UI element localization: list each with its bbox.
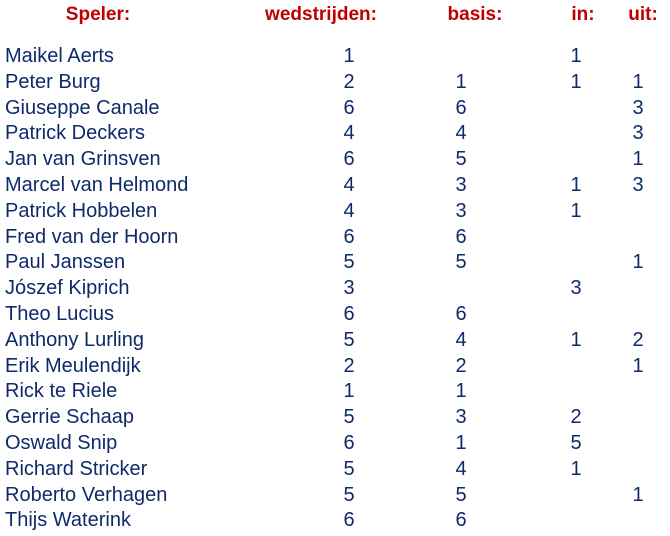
cell-in: 1 [570, 174, 582, 196]
player-name: Thijs Waterink [5, 509, 131, 532]
cell-basis: 6 [455, 225, 467, 248]
cell-basis: 1 [455, 432, 467, 454]
cell-basis: 2 [455, 354, 467, 377]
cell-in: 1 [570, 199, 582, 222]
cell-basis: 1 [455, 70, 467, 93]
cell-wedstrijden: 4 [343, 174, 355, 196]
header-wedstrijden: wedstrijden: [265, 4, 377, 25]
table-row: Fred van der Hoorn 6 6 [0, 226, 670, 252]
header-basis: basis: [447, 4, 503, 25]
table-row: Jószef Kiprich 3 3 [0, 277, 670, 303]
table-row: Roberto Verhagen 5 5 1 [0, 484, 670, 510]
cell-basis: 5 [455, 483, 467, 506]
player-name: Rick te Riele [5, 380, 118, 403]
table-row: Patrick Deckers 4 4 3 [0, 122, 670, 148]
cell-uit: 3 [632, 122, 644, 145]
table-row: Marcel van Helmond 4 3 1 3 [0, 174, 670, 200]
cell-uit: 1 [632, 70, 644, 93]
cell-basis: 3 [455, 406, 467, 429]
table-row: Oswald Snip 6 1 5 [0, 432, 670, 458]
table-row: Maikel Aerts 1 1 [0, 45, 670, 71]
cell-wedstrijden: 5 [343, 328, 355, 351]
cell-uit: 3 [632, 96, 644, 119]
cell-wedstrijden: 1 [343, 380, 355, 403]
cell-basis: 4 [455, 457, 467, 480]
cell-in: 1 [570, 457, 582, 480]
cell-in: 3 [570, 277, 582, 300]
player-name: Patrick Deckers [5, 122, 146, 145]
table-row: Erik Meulendijk 2 2 1 [0, 355, 670, 381]
cell-in: 1 [570, 328, 582, 351]
table-row: Paul Janssen 5 5 1 [0, 251, 670, 277]
player-name: Paul Janssen [5, 251, 126, 274]
cell-wedstrijden: 2 [343, 70, 355, 93]
cell-uit: 3 [632, 174, 644, 196]
cell-wedstrijden: 6 [343, 148, 355, 171]
player-name: Giuseppe Canale [5, 96, 160, 119]
cell-basis: 6 [455, 509, 467, 532]
cell-uit: 1 [632, 354, 644, 377]
cell-wedstrijden: 4 [343, 199, 355, 222]
cell-wedstrijden: 5 [343, 406, 355, 429]
table-row: Giuseppe Canale 6 6 3 [0, 97, 670, 123]
cell-wedstrijden: 6 [343, 96, 355, 119]
cell-basis: 6 [455, 96, 467, 119]
cell-in: 2 [570, 406, 582, 429]
cell-basis: 6 [455, 303, 467, 325]
table-row: Gerrie Schaap 5 3 2 [0, 406, 670, 432]
cell-uit: 1 [632, 251, 644, 274]
header-in: in: [571, 4, 595, 25]
cell-basis: 3 [455, 174, 467, 196]
cell-in: 1 [570, 70, 582, 93]
player-name: Maikel Aerts [5, 45, 114, 67]
table-row: Anthony Lurling 5 4 1 2 [0, 329, 670, 355]
player-name: Patrick Hobbelen [5, 199, 158, 222]
cell-basis: 1 [455, 380, 467, 403]
cell-basis: 4 [455, 122, 467, 145]
cell-wedstrijden: 6 [343, 225, 355, 248]
cell-in: 5 [570, 432, 582, 454]
player-name: Richard Stricker [5, 457, 148, 480]
table-row: Jan van Grinsven 6 5 1 [0, 148, 670, 174]
table-row: Theo Lucius 6 6 [0, 303, 670, 329]
player-name: Roberto Verhagen [5, 483, 168, 506]
cell-basis: 4 [455, 328, 467, 351]
player-name: Anthony Lurling [5, 328, 144, 351]
player-name: Marcel van Helmond [5, 174, 189, 196]
player-name: Oswald Snip [5, 432, 118, 454]
cell-uit: 1 [632, 148, 644, 171]
cell-wedstrijden: 3 [343, 277, 355, 300]
cell-wedstrijden: 4 [343, 122, 355, 145]
cell-wedstrijden: 6 [343, 509, 355, 532]
cell-basis: 3 [455, 199, 467, 222]
cell-wedstrijden: 6 [343, 432, 355, 454]
header-uit: uit: [628, 4, 658, 25]
cell-basis: 5 [455, 148, 467, 171]
table-row: Patrick Hobbelen 4 3 1 [0, 200, 670, 226]
cell-basis: 5 [455, 251, 467, 274]
cell-wedstrijden: 6 [343, 303, 355, 325]
cell-wedstrijden: 5 [343, 457, 355, 480]
table-row: Thijs Waterink 6 6 [0, 509, 670, 535]
cell-in: 1 [570, 45, 582, 67]
cell-wedstrijden: 5 [343, 251, 355, 274]
cell-uit: 2 [632, 328, 644, 351]
player-name: Theo Lucius [5, 303, 114, 325]
table-row: Richard Stricker 5 4 1 [0, 458, 670, 484]
player-name: Erik Meulendijk [5, 354, 141, 377]
player-name: Peter Burg [5, 70, 101, 93]
table-row: Peter Burg 2 1 1 1 [0, 71, 670, 97]
player-name: Gerrie Schaap [5, 406, 134, 429]
cell-wedstrijden: 1 [343, 45, 355, 67]
cell-uit: 1 [632, 483, 644, 506]
player-name: Jószef Kiprich [5, 277, 130, 300]
cell-wedstrijden: 5 [343, 483, 355, 506]
player-name: Jan van Grinsven [5, 148, 161, 171]
cell-wedstrijden: 2 [343, 354, 355, 377]
player-name: Fred van der Hoorn [5, 225, 179, 248]
header-speler: Speler: [65, 4, 131, 25]
table-row: Rick te Riele 1 1 [0, 380, 670, 406]
